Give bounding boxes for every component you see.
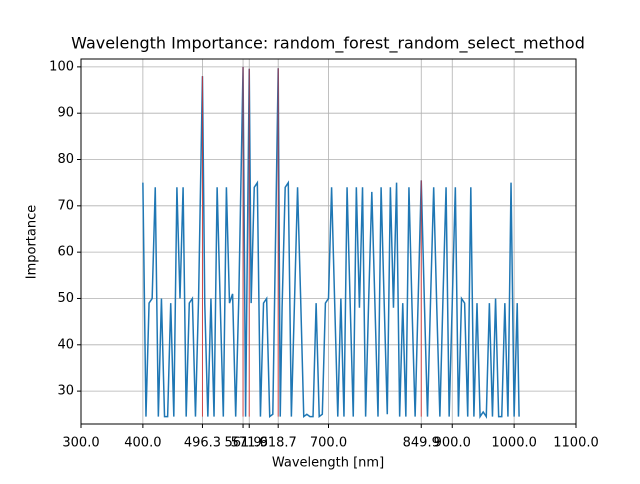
data-line (142, 66, 520, 419)
chart-title: Wavelength Importance: random_forest_ran… (71, 34, 585, 54)
x-axis-label: Wavelength [nm] (272, 456, 384, 471)
y-tick-label: 80 (57, 152, 74, 167)
y-tick-label: 100 (49, 59, 74, 74)
x-tick-label: 849.9 (403, 436, 440, 451)
x-tick-label: 400.0 (124, 436, 161, 451)
y-tick-label: 60 (57, 245, 74, 260)
x-tick-label: 700.0 (310, 436, 347, 451)
x-tick-label: 300.0 (62, 436, 99, 451)
y-tick-label: 50 (57, 291, 74, 306)
x-tick-label: 1100.0 (553, 436, 599, 451)
y-tick-label: 30 (57, 384, 74, 399)
y-axis-label: Importance (25, 205, 40, 280)
x-tick-label: 571.9 (231, 436, 268, 451)
y-tick-label: 90 (57, 106, 74, 121)
plot-frame (80, 58, 577, 425)
x-tick-label: 496.3 (184, 436, 221, 451)
x-tick-label: 900.0 (434, 436, 471, 451)
x-tick-label: 561.9 (224, 436, 261, 451)
x-tick-label: 618.7 (260, 436, 297, 451)
y-tick-label: 70 (57, 198, 74, 213)
x-tick-label: 1000.0 (491, 436, 537, 451)
y-tick-label: 40 (57, 337, 74, 352)
